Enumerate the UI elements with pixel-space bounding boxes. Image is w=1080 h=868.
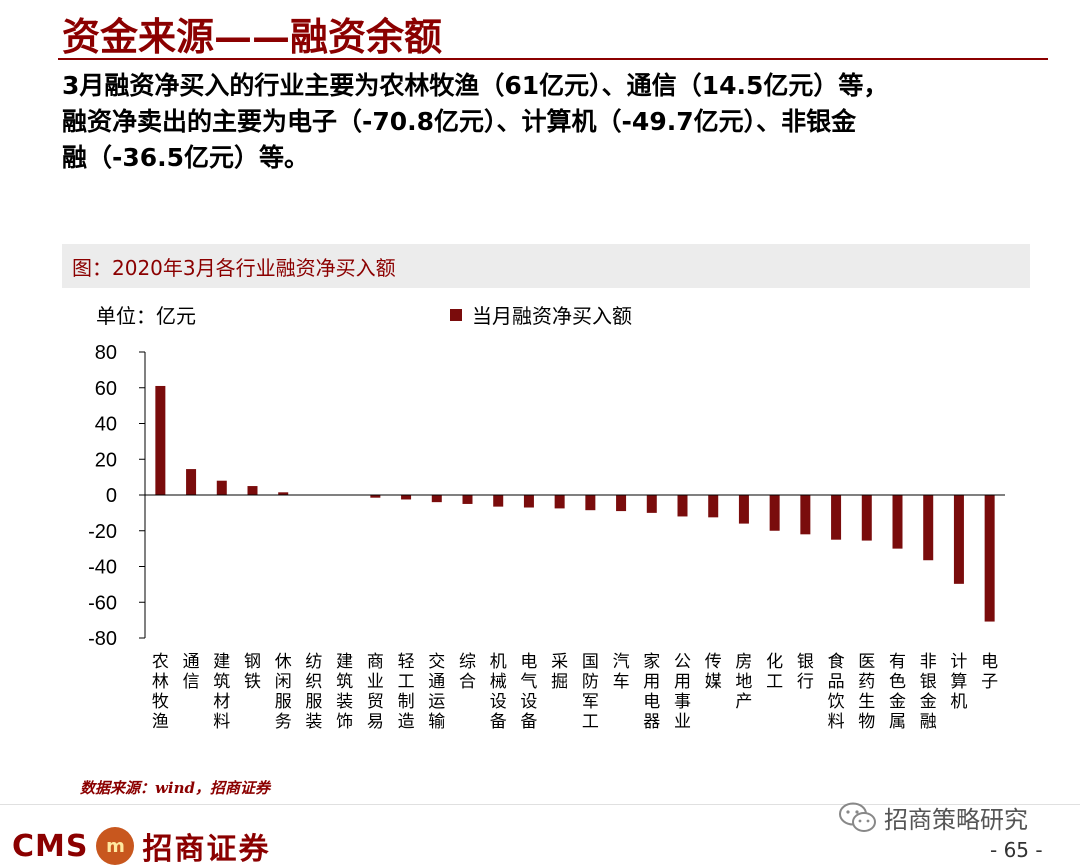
bar-21	[770, 495, 780, 531]
x-category-label: 综合	[459, 652, 476, 692]
x-category-label: 公用事业	[674, 652, 691, 732]
x-category-label: 银行	[797, 652, 814, 692]
y-tick-label: 80	[95, 342, 117, 364]
wechat-account-name: 招商策略研究	[884, 800, 1028, 835]
wechat-icon	[838, 801, 878, 835]
bar-15	[585, 495, 595, 510]
bar-28	[985, 495, 995, 622]
x-category-label: 采掘	[551, 652, 568, 692]
x-category-label: 有色金属	[889, 652, 906, 732]
x-category-label: 建筑装饰	[336, 652, 353, 732]
bar-23	[831, 495, 841, 540]
x-category-label: 电气设备	[520, 652, 537, 732]
bar-24	[862, 495, 872, 541]
logo-latin-text: CMS	[12, 829, 88, 864]
y-tick-label: 60	[95, 378, 117, 400]
bar-10	[432, 495, 442, 502]
y-tick-label: -20	[88, 521, 117, 543]
data-source-note: 数据来源：wind，招商证券	[80, 777, 270, 798]
bar-19	[708, 495, 718, 517]
x-category-label: 化工	[766, 652, 783, 692]
wechat-account: 招商策略研究	[838, 800, 1028, 835]
y-tick-label: -40	[88, 557, 117, 579]
bar-18	[678, 495, 688, 516]
bar-3	[217, 481, 227, 495]
logo-mark-icon: m	[96, 827, 134, 865]
bar-17	[647, 495, 657, 513]
x-category-label: 非银金融	[920, 652, 937, 732]
bar-26	[923, 495, 933, 560]
page-number: - 65 -	[990, 838, 1043, 862]
logo-chinese-text: 招商证券	[142, 824, 270, 868]
x-category-label: 机械设备	[490, 652, 507, 732]
x-category-label: 电子	[981, 652, 998, 692]
x-category-label: 农林牧渔	[152, 652, 169, 732]
company-logo: CMS m 招商证券	[12, 824, 270, 868]
y-tick-label: 0	[106, 485, 117, 507]
bar-16	[616, 495, 626, 511]
bar-4	[248, 486, 258, 495]
x-category-label: 通信	[183, 652, 200, 692]
bar-20	[739, 495, 749, 524]
x-category-label: 食品饮料	[828, 652, 845, 732]
x-category-label: 汽车	[613, 652, 630, 692]
bar-1	[155, 386, 165, 495]
x-category-label: 家用电器	[643, 652, 660, 732]
x-category-label: 计算机	[950, 652, 967, 712]
x-category-label: 医药生物	[858, 652, 875, 732]
bar-11	[463, 495, 473, 504]
bar-12	[493, 495, 503, 507]
x-category-label: 钢铁	[244, 652, 261, 692]
y-tick-label: 20	[95, 449, 117, 471]
bar-13	[524, 495, 534, 508]
x-category-label: 轻工制造	[398, 652, 415, 732]
y-tick-label: 40	[95, 414, 117, 436]
bar-25	[893, 495, 903, 549]
y-tick-label: -60	[88, 592, 117, 614]
x-category-label: 交通运输	[428, 652, 445, 732]
x-category-label: 建筑材料	[213, 652, 230, 732]
bar-27	[954, 495, 964, 584]
x-category-label: 国防军工	[582, 652, 599, 732]
x-category-label: 房地产	[735, 652, 752, 712]
x-category-label: 休闲服务	[275, 652, 292, 732]
bar-22	[800, 495, 810, 534]
x-category-label: 商业贸易	[367, 652, 384, 732]
x-category-label: 纺织服装	[305, 652, 322, 732]
bar-2	[186, 469, 196, 495]
x-category-label: 传媒	[705, 652, 722, 692]
bar-14	[555, 495, 565, 508]
y-tick-label: -80	[88, 628, 117, 650]
bar-9	[401, 495, 411, 499]
